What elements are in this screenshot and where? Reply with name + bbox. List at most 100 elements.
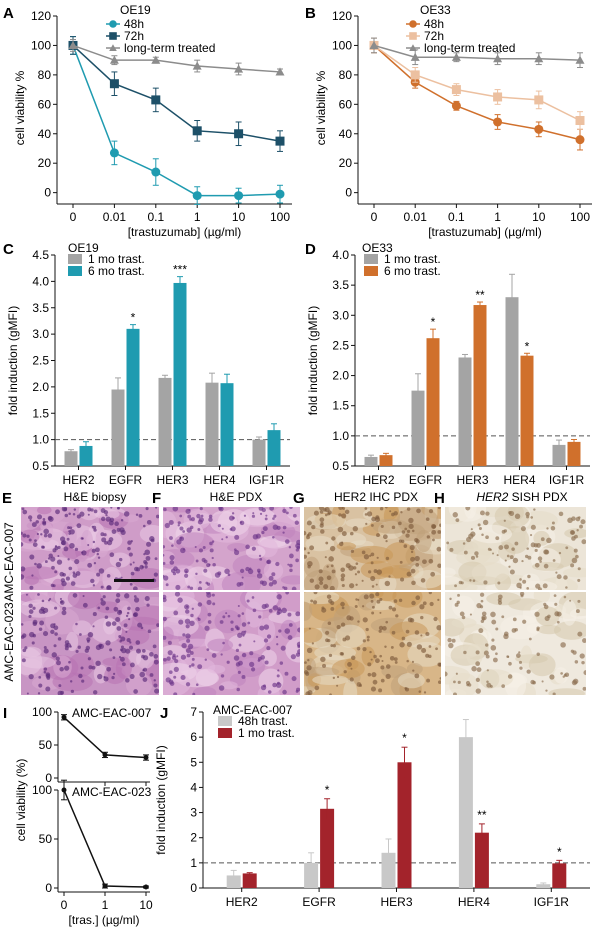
nucleus <box>574 534 578 539</box>
nucleus <box>570 563 575 568</box>
x-tick-label: 0.01 <box>103 210 127 224</box>
x-tick-label: HER2 <box>362 473 394 487</box>
nucleus <box>563 673 567 677</box>
nucleus <box>508 565 511 568</box>
bar <box>126 328 140 466</box>
nucleus <box>362 617 368 623</box>
nucleus <box>327 510 332 515</box>
nucleus <box>414 673 420 679</box>
nucleus <box>463 650 467 655</box>
y-tick-label: 5 <box>190 755 197 769</box>
nucleus <box>218 507 224 512</box>
tissue-patch <box>274 529 300 543</box>
nucleus <box>419 604 425 610</box>
tissue-patch <box>396 507 439 535</box>
bar <box>364 456 378 466</box>
nucleus <box>238 660 243 666</box>
nucleus <box>495 627 499 631</box>
nucleus <box>282 508 287 514</box>
nucleus <box>378 688 383 693</box>
nucleus <box>146 519 152 525</box>
y-tick-label: 4.0 <box>32 274 49 288</box>
nucleus <box>230 627 234 631</box>
nucleus <box>243 514 247 517</box>
nucleus <box>405 533 410 538</box>
nucleus <box>320 521 324 526</box>
x-tick-label: HER3 <box>380 895 412 909</box>
nucleus <box>401 636 406 641</box>
nucleus <box>571 557 578 564</box>
x-tick-label: 0.1 <box>147 210 164 224</box>
nucleus <box>342 507 346 510</box>
nucleus <box>70 581 76 586</box>
series-6-mo-trast <box>379 301 581 466</box>
nucleus <box>145 555 151 561</box>
nucleus <box>452 692 457 695</box>
significance-marker: ** <box>475 288 485 302</box>
nucleus <box>478 527 482 531</box>
data-point <box>61 787 67 793</box>
nucleus <box>570 530 575 535</box>
nucleus <box>62 606 67 611</box>
nucleus <box>371 585 375 588</box>
nucleus <box>206 563 211 568</box>
nucleus <box>406 571 412 577</box>
tissue-patch <box>466 644 483 666</box>
tissue-patch <box>548 688 586 695</box>
nucleus <box>82 595 85 598</box>
bar <box>552 863 567 888</box>
nucleus <box>276 594 282 600</box>
tissue-patch <box>284 507 300 522</box>
nucleus <box>581 539 586 545</box>
nucleus <box>465 680 471 686</box>
data-point <box>109 79 119 89</box>
nucleus <box>137 622 143 628</box>
nucleus <box>422 601 427 606</box>
nucleus <box>323 584 329 590</box>
x-tick-label: HER4 <box>458 895 490 909</box>
nucleus <box>134 566 139 572</box>
nucleus <box>87 513 90 516</box>
nucleus <box>259 557 263 561</box>
nucleus <box>66 537 70 541</box>
nucleus <box>54 632 58 636</box>
nucleus <box>101 537 107 543</box>
nucleus <box>340 567 346 573</box>
nucleus <box>338 513 342 517</box>
nucleus <box>105 514 108 517</box>
nucleus <box>221 527 224 530</box>
nucleus <box>153 654 159 659</box>
nucleus <box>382 626 387 631</box>
x-tick-label: IGF1R <box>549 473 585 487</box>
panel-label-J: J <box>160 705 168 722</box>
y-tick-label: 1.5 <box>32 406 49 420</box>
nucleus <box>252 534 259 540</box>
nucleus <box>437 530 441 534</box>
nucleus <box>34 562 37 566</box>
nucleus <box>307 690 313 695</box>
nucleus <box>40 533 43 536</box>
nucleus <box>258 554 262 557</box>
nucleus <box>534 611 540 617</box>
nucleus <box>389 510 392 513</box>
nucleus <box>322 663 327 668</box>
tissue-patch <box>562 567 586 578</box>
nucleus <box>346 615 352 621</box>
nucleus <box>583 670 586 676</box>
series-line <box>72 44 281 142</box>
tissue-patch <box>537 624 561 635</box>
nucleus <box>40 606 45 612</box>
nucleus <box>275 635 279 639</box>
x-tick-label: 0 <box>61 898 68 912</box>
nucleus <box>31 641 35 645</box>
nucleus <box>320 529 325 534</box>
nucleus <box>211 593 215 597</box>
nucleus <box>308 627 311 630</box>
data-point <box>234 129 244 139</box>
nucleus <box>114 521 119 527</box>
nucleus <box>408 517 414 524</box>
nucleus <box>111 621 117 626</box>
nucleus <box>495 652 498 656</box>
nucleus <box>180 547 186 554</box>
tissue-patch <box>51 578 64 590</box>
